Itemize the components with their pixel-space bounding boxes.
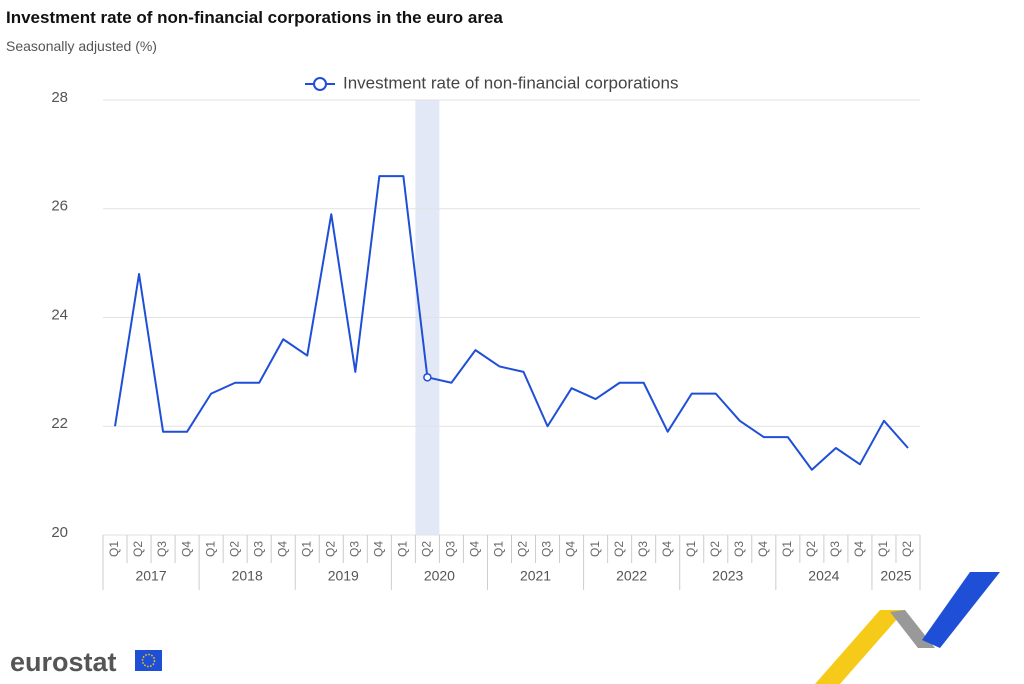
chart-title: Investment rate of non-financial corpora… (6, 8, 503, 27)
y-tick-label: 20 (51, 524, 68, 541)
y-tick-label: 24 (51, 306, 68, 323)
series-line (114, 175, 909, 471)
eu-flag (135, 650, 162, 671)
x-tick-label: Q4 (468, 541, 482, 557)
x-tick-label: Q2 (900, 541, 914, 557)
x-tick-label: Q1 (203, 541, 217, 557)
x-group-label: 2025 (880, 568, 911, 584)
x-tick-label: Q4 (660, 541, 674, 557)
x-tick-label: Q4 (372, 541, 386, 557)
x-group-label: 2019 (328, 568, 359, 584)
x-group-label: 2017 (135, 568, 166, 584)
x-tick-label: Q3 (636, 541, 650, 557)
x-group-label: 2022 (616, 568, 647, 584)
x-tick-label: Q3 (732, 541, 746, 557)
decorative-logo (815, 572, 1000, 684)
x-tick-label: Q3 (251, 541, 265, 557)
x-group-label: 2023 (712, 568, 743, 584)
y-tick-label: 28 (51, 89, 68, 106)
x-tick-label: Q4 (179, 541, 193, 557)
x-tick-label: Q1 (876, 541, 890, 557)
chart-subtitle: Seasonally adjusted (%) (6, 38, 157, 54)
x-tick-label: Q2 (516, 541, 530, 557)
x-tick-label: Q3 (347, 541, 361, 557)
x-tick-label: Q1 (299, 541, 313, 557)
x-tick-label: Q4 (275, 541, 289, 557)
x-tick-label: Q2 (323, 541, 337, 557)
legend-label: Investment rate of non-financial corpora… (343, 73, 678, 92)
x-tick-label: Q2 (227, 541, 241, 557)
x-tick-label: Q3 (540, 541, 554, 557)
x-tick-label: Q4 (564, 541, 578, 557)
x-tick-label: Q3 (828, 541, 842, 557)
x-group-label: 2018 (232, 568, 263, 584)
x-tick-label: Q2 (420, 541, 434, 557)
x-tick-label: Q2 (804, 541, 818, 557)
x-tick-label: Q4 (852, 541, 866, 557)
x-group-label: 2024 (808, 568, 839, 584)
legend-marker (313, 77, 327, 91)
x-tick-label: Q3 (444, 541, 458, 557)
x-tick-label: Q1 (396, 541, 410, 557)
brand-logo-text: eurostat (10, 647, 117, 677)
x-tick-label: Q3 (155, 541, 169, 557)
hover-marker (423, 373, 432, 382)
y-tick-label: 26 (51, 198, 68, 215)
x-tick-label: Q2 (612, 541, 626, 557)
x-group-label: 2020 (424, 568, 455, 584)
y-tick-label: 22 (51, 415, 68, 432)
x-tick-label: Q4 (756, 541, 770, 557)
x-tick-label: Q1 (684, 541, 698, 557)
x-tick-label: Q1 (107, 541, 121, 557)
x-tick-label: Q2 (131, 541, 145, 557)
x-tick-label: Q1 (780, 541, 794, 557)
x-tick-label: Q1 (492, 541, 506, 557)
x-group-label: 2021 (520, 568, 551, 584)
x-tick-label: Q1 (588, 541, 602, 557)
x-tick-label: Q2 (708, 541, 722, 557)
